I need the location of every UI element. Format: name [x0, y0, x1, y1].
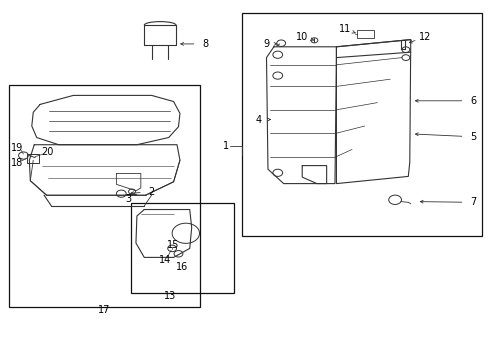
Text: 1: 1 — [223, 141, 228, 151]
Text: 6: 6 — [469, 96, 475, 106]
Bar — [131, 203, 233, 293]
Text: 15: 15 — [167, 240, 180, 250]
Text: 3: 3 — [125, 194, 131, 204]
Text: 20: 20 — [41, 147, 54, 157]
Text: 13: 13 — [163, 291, 176, 301]
Text: 5: 5 — [469, 132, 475, 142]
Bar — [356, 30, 373, 38]
Text: 4: 4 — [255, 114, 261, 125]
Text: 16: 16 — [175, 262, 188, 272]
Bar — [242, 13, 481, 236]
Text: 17: 17 — [97, 305, 110, 315]
Text: 10: 10 — [295, 32, 308, 42]
Text: 8: 8 — [202, 39, 208, 49]
Text: 19: 19 — [11, 143, 23, 153]
Text: 18: 18 — [11, 158, 23, 168]
Text: 7: 7 — [469, 197, 475, 207]
Text: 14: 14 — [159, 255, 171, 265]
Text: 2: 2 — [148, 186, 154, 197]
Text: 12: 12 — [418, 32, 431, 42]
Text: 9: 9 — [263, 39, 269, 49]
Text: 11: 11 — [338, 24, 350, 34]
Bar — [9, 85, 199, 307]
